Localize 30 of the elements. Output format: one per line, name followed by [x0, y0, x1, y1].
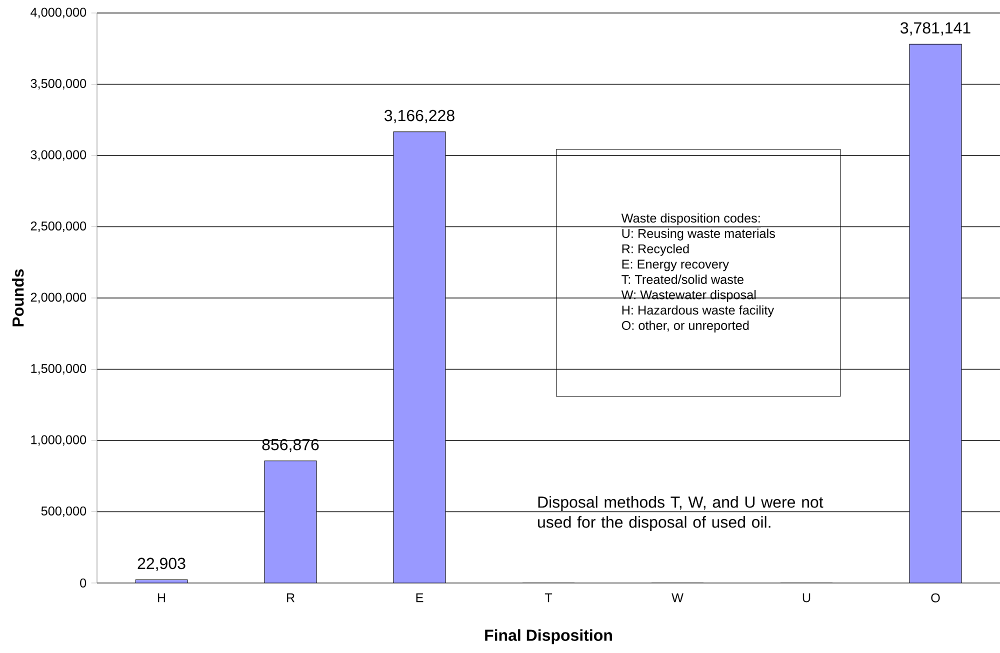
y-tick-label: 3,000,000: [30, 150, 86, 161]
x-axis-title: Final Disposition: [485, 629, 612, 644]
annotation: E: Energy recovery: [622, 260, 729, 272]
x-tick-label: O: [931, 593, 940, 602]
y-tick-label: 2,000,000: [30, 292, 86, 304]
annotation: H: Hazardous waste facility: [622, 305, 774, 318]
y-tick-label: 500,000: [41, 506, 86, 517]
x-tick-label: R: [286, 593, 295, 602]
data-label: 22,903: [138, 558, 186, 572]
annotation: Waste disposition codes:: [621, 213, 760, 226]
data-label: 856,876: [262, 438, 319, 452]
y-tick-label: 3,500,000: [30, 79, 86, 90]
data-label: 3,781,141: [900, 22, 970, 36]
annotation: T: Treated/solid waste: [622, 274, 744, 284]
x-tick-label: W: [672, 593, 684, 602]
data-label: 3,166,228: [384, 110, 454, 124]
x-tick-label: E: [416, 593, 424, 602]
x-tick-label: T: [544, 593, 552, 602]
y-tick-label: 0: [80, 578, 86, 588]
x-tick-label: U: [802, 593, 810, 602]
annotation: O: other, or unreported: [622, 320, 749, 332]
annotation: U: Reusing waste materials: [622, 228, 775, 240]
y-axis-title: Pounds: [12, 269, 24, 326]
x-tick-label: H: [158, 593, 166, 602]
y-tick-label: 4,000,000: [30, 8, 86, 18]
annotation: Disposal methods T, W, and U were not used for the disposal of used oil.: [538, 496, 824, 531]
y-tick-label: 2,500,000: [30, 222, 86, 232]
annotation: R: Recycled: [622, 244, 689, 256]
y-tick-label: 1,500,000: [31, 364, 86, 374]
y-tick-label: 1,000,000: [31, 435, 86, 446]
